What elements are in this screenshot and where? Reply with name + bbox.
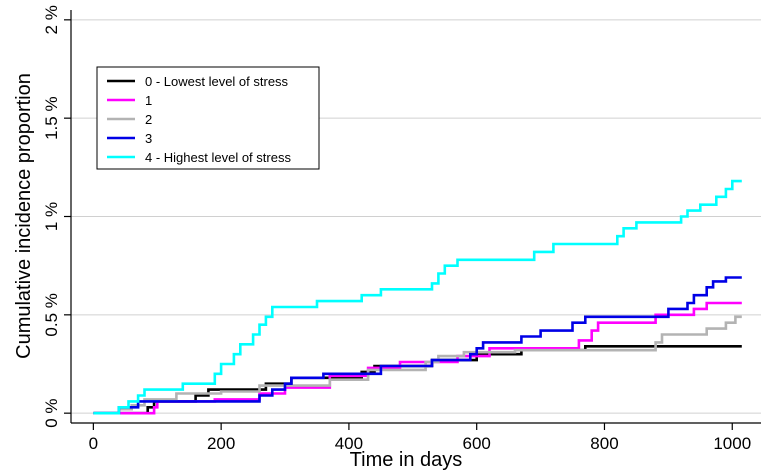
y-axis-label: Cumulative incidence proportion: [13, 73, 35, 359]
y-tick-label-3: 1.5 %: [42, 96, 61, 139]
legend-label-1: 1: [145, 93, 152, 108]
y-ticks: 0 % 0.5 % 1 % 1.5 % 2 %: [42, 5, 71, 428]
x-tick-label-4: 800: [590, 434, 618, 453]
x-tick-label-3: 600: [463, 434, 491, 453]
y-tick-label-2: 1 %: [42, 202, 61, 231]
series-line-1: [93, 301, 742, 415]
x-tick-label-2: 400: [335, 434, 363, 453]
legend: 0 - Lowest level of stress 1 2 3 4 - Highest…: [96, 66, 320, 170]
legend-label-2: 2: [145, 112, 152, 127]
series-line-3: [93, 276, 742, 415]
y-tick-label-1: 0.5 %: [42, 293, 61, 336]
y-tick-label-4: 2 %: [42, 5, 61, 34]
x-axis-label: Time in days: [350, 449, 463, 471]
series-line-4: [93, 179, 742, 415]
x-tick-label-5: 1000: [713, 434, 751, 453]
y-tick-label-0: 0 %: [42, 399, 61, 428]
x-tick-label-1: 200: [207, 434, 235, 453]
legend-label-3: 3: [145, 131, 152, 146]
legend-label-4: 4 - Highest level of stress: [145, 150, 291, 165]
series-lines: [93, 179, 742, 415]
legend-label-0: 0 - Lowest level of stress: [145, 74, 289, 89]
x-ticks: 0 200 400 600 800 1000: [89, 423, 751, 453]
x-tick-label-0: 0: [89, 434, 98, 453]
